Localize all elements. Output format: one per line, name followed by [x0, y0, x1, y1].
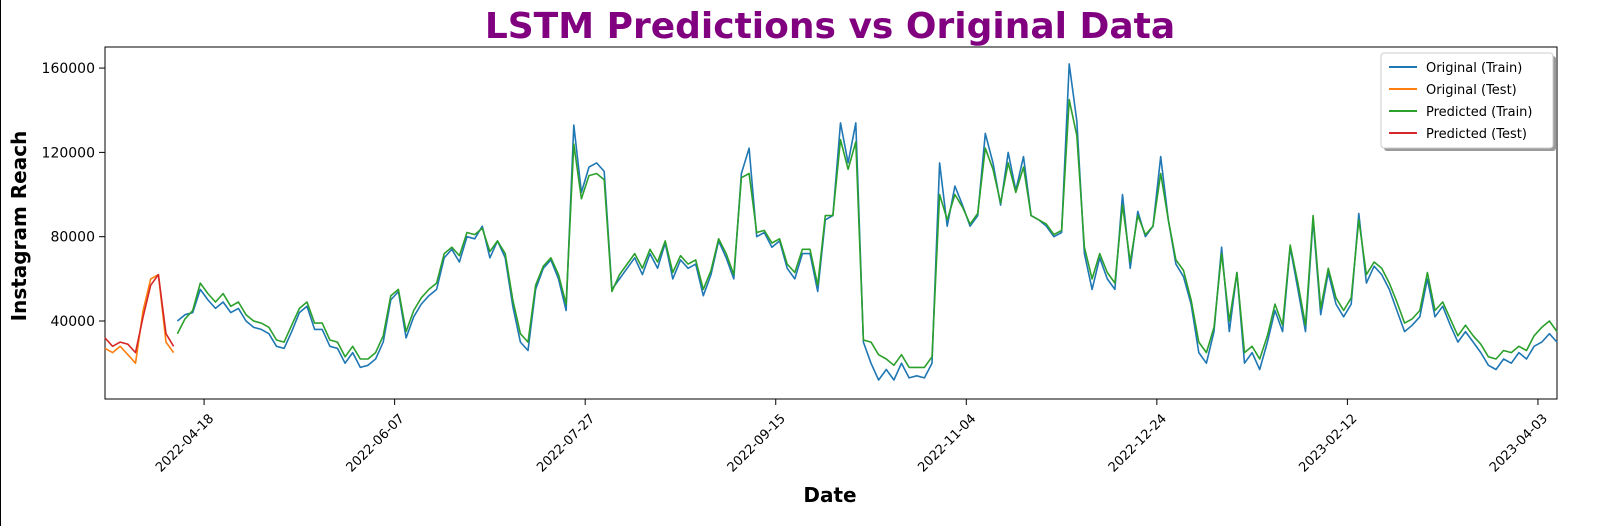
legend-label: Predicted (Train): [1426, 105, 1533, 120]
series-line-1: [176, 63, 1558, 381]
y-tick-label: 40000: [50, 314, 95, 330]
x-tick-label: 2022-12-24: [1106, 411, 1170, 475]
x-tick-label: 2023-04-03: [1487, 411, 1551, 475]
x-tick-label: 2022-11-04: [915, 411, 979, 475]
y-tick-label: 120000: [42, 145, 95, 161]
legend-label: Original (Train): [1426, 61, 1522, 76]
series-line-4: [104, 273, 175, 354]
frame-left-edge: [0, 0, 1, 526]
legend: Original (Train) Original (Test) Predicted…: [1380, 52, 1556, 151]
y-axis-label: Instagram Reach: [7, 131, 31, 322]
legend-label: Original (Test): [1426, 83, 1517, 98]
plot-area: [104, 46, 1558, 400]
x-axis: 2022-04-18 2022-06-07 2022-07-27 2022-09-15…: [153, 399, 1551, 475]
y-tick-label: 80000: [50, 230, 95, 246]
series-line-3: [176, 98, 1558, 369]
x-axis-label: Date: [803, 483, 856, 507]
legend-box: [1380, 52, 1554, 149]
x-tick-label: 2022-04-18: [153, 411, 217, 475]
x-tick-label: 2022-06-07: [344, 411, 408, 475]
x-tick-label: 2022-09-15: [725, 411, 789, 475]
y-tick-label: 160000: [42, 61, 95, 77]
series-lines: [104, 63, 1558, 381]
x-tick-label: 2022-07-27: [534, 411, 598, 475]
x-tick-label: 2023-02-12: [1296, 411, 1360, 475]
y-axis: 40000 80000 120000 160000: [42, 61, 105, 330]
legend-label: Predicted (Test): [1426, 127, 1527, 142]
chart-title: LSTM Predictions vs Original Data: [485, 6, 1175, 47]
